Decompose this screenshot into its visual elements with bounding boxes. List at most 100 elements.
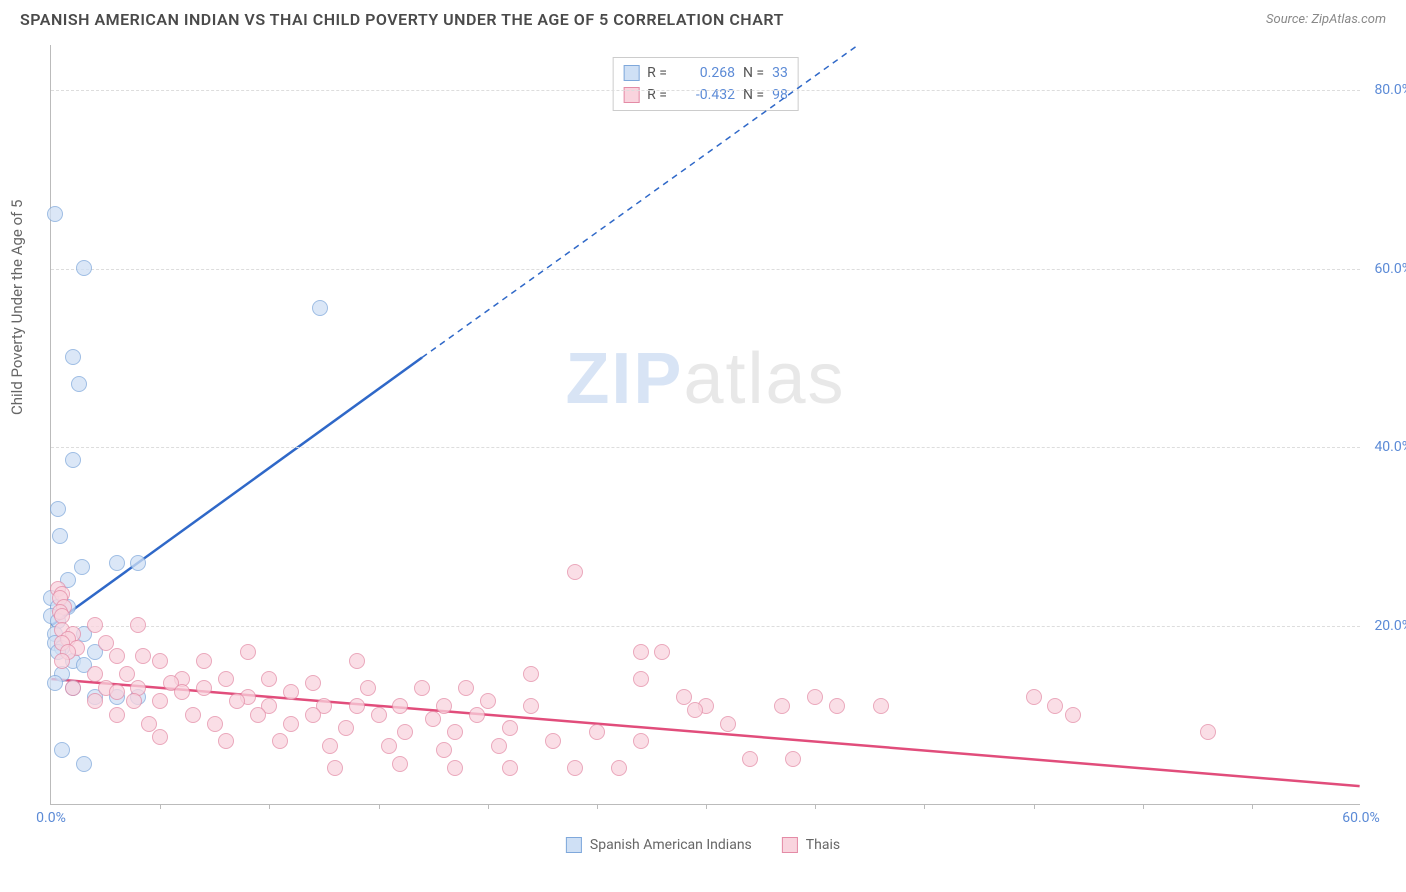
x-tick-minor — [924, 804, 925, 809]
data-point — [283, 684, 299, 700]
data-point — [174, 684, 190, 700]
data-point — [54, 653, 70, 669]
data-point — [109, 555, 125, 571]
data-point — [567, 760, 583, 776]
data-point — [152, 653, 168, 669]
data-point — [109, 648, 125, 664]
source-attribution: Source: ZipAtlas.com — [1266, 12, 1386, 27]
x-tick-minor — [488, 804, 489, 809]
legend-row-s2: R = -0.432 N = 98 — [623, 84, 788, 106]
data-point — [87, 693, 103, 709]
data-point — [50, 501, 66, 517]
data-point — [436, 698, 452, 714]
data-point — [305, 675, 321, 691]
x-tick-label: 0.0% — [36, 810, 66, 826]
data-point — [425, 711, 441, 727]
data-point — [119, 666, 135, 682]
data-point — [196, 653, 212, 669]
data-point — [65, 349, 81, 365]
data-point — [126, 693, 142, 709]
data-point — [589, 724, 605, 740]
data-point — [327, 760, 343, 776]
swatch-s1 — [566, 837, 582, 853]
data-point — [349, 653, 365, 669]
data-point — [654, 644, 670, 660]
data-point — [229, 693, 245, 709]
legend-item-s2: Thais — [782, 837, 840, 853]
data-point — [207, 716, 223, 732]
data-point — [76, 260, 92, 276]
data-point — [152, 693, 168, 709]
data-point — [240, 644, 256, 660]
data-point — [65, 452, 81, 468]
data-point — [52, 528, 68, 544]
data-point — [322, 738, 338, 754]
data-point — [567, 564, 583, 580]
data-point — [687, 702, 703, 718]
data-point — [458, 680, 474, 696]
data-point — [74, 559, 90, 575]
swatch-s2 — [782, 837, 798, 853]
data-point — [87, 666, 103, 682]
data-point — [469, 707, 485, 723]
legend-row-s1: R = 0.268 N = 33 — [623, 62, 788, 84]
data-point — [480, 693, 496, 709]
data-point — [807, 689, 823, 705]
data-point — [829, 698, 845, 714]
data-point — [1026, 689, 1042, 705]
gridline — [51, 90, 1360, 91]
x-tick-minor — [379, 804, 380, 809]
data-point — [338, 720, 354, 736]
data-point — [218, 671, 234, 687]
data-point — [381, 738, 397, 754]
x-tick-minor — [1034, 804, 1035, 809]
data-point — [502, 720, 518, 736]
data-point — [523, 698, 539, 714]
data-point — [360, 680, 376, 696]
data-point — [76, 756, 92, 772]
series-legend: Spanish American Indians Thais — [566, 837, 840, 853]
data-point — [141, 716, 157, 732]
data-point — [152, 729, 168, 745]
data-point — [272, 733, 288, 749]
gridline — [51, 269, 1360, 270]
legend-label-s2: Thais — [806, 837, 840, 853]
x-tick-minor — [706, 804, 707, 809]
x-tick-minor — [1143, 804, 1144, 809]
data-point — [218, 733, 234, 749]
chart-container: Child Poverty Under the Age of 5 ZIPatla… — [0, 35, 1406, 855]
data-point — [371, 707, 387, 723]
correlation-legend: R = 0.268 N = 33 R = -0.432 N = 98 — [612, 57, 799, 111]
chart-title: SPANISH AMERICAN INDIAN VS THAI CHILD PO… — [20, 10, 784, 29]
data-point — [130, 617, 146, 633]
data-point — [1065, 707, 1081, 723]
data-point — [545, 733, 561, 749]
x-tick-minor — [160, 804, 161, 809]
data-point — [109, 707, 125, 723]
data-point — [611, 760, 627, 776]
data-point — [392, 756, 408, 772]
gridline — [51, 626, 1360, 627]
data-point — [109, 684, 125, 700]
data-point — [98, 635, 114, 651]
data-point — [676, 689, 692, 705]
x-tick-minor — [1252, 804, 1253, 809]
y-axis-label: Child Poverty Under the Age of 5 — [8, 200, 26, 416]
data-point — [447, 724, 463, 740]
data-point — [785, 751, 801, 767]
data-point — [71, 376, 87, 392]
x-tick-minor — [597, 804, 598, 809]
swatch-s1 — [623, 65, 639, 81]
data-point — [774, 698, 790, 714]
data-point — [47, 675, 63, 691]
data-point — [502, 760, 518, 776]
data-point — [414, 680, 430, 696]
data-point — [633, 733, 649, 749]
data-point — [447, 760, 463, 776]
data-point — [250, 707, 266, 723]
gridline — [51, 447, 1360, 448]
data-point — [742, 751, 758, 767]
x-tick-minor — [815, 804, 816, 809]
data-point — [196, 680, 212, 696]
y-tick-label: 40.0% — [1364, 439, 1406, 455]
